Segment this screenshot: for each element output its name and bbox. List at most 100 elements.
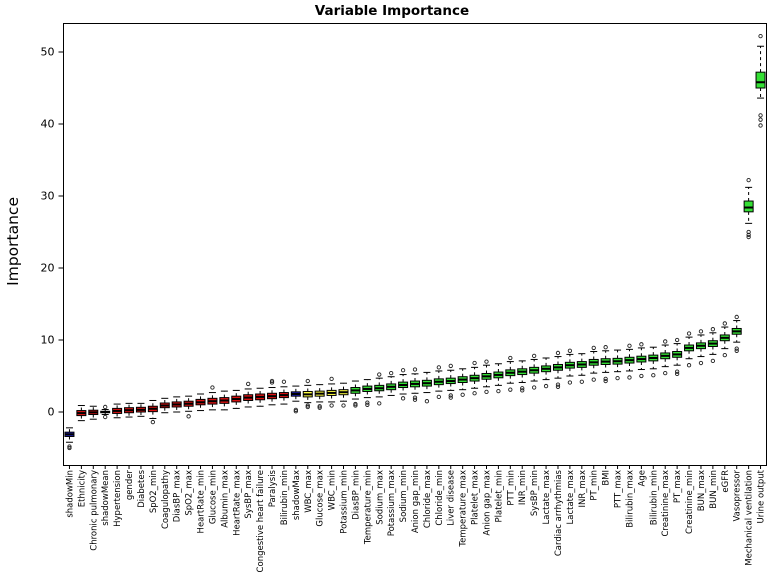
outlier-point [615, 376, 620, 381]
box-ethnicity: Ethnicity [76, 405, 87, 507]
x-category-label: DiasBP_max [173, 470, 183, 522]
x-category-label: gender [125, 470, 135, 501]
x-category-label: Liver disease [447, 470, 457, 526]
x-category-label: Potassium_min [340, 470, 350, 534]
outlier-point [353, 403, 358, 408]
box-congestive-heart-failure: Congestive heart failure [255, 387, 266, 572]
outlier-point [663, 370, 668, 376]
outlier-point [448, 363, 453, 369]
outlier-point [246, 381, 251, 387]
x-category-label: Bilirubin_max [625, 470, 635, 528]
y-tick-label: 0 [48, 406, 55, 419]
box-ptt_min: PTT_min [505, 355, 516, 506]
box-inr_max: INR_max [576, 353, 588, 508]
x-category-label: PTT_max [614, 470, 624, 508]
x-category-label: Ethnicity [77, 470, 87, 507]
outlier-point [627, 375, 632, 380]
x-category-label: PT_max [673, 470, 683, 503]
outlier-point [627, 343, 632, 348]
outlier-point [400, 396, 406, 401]
outlier-point [377, 401, 382, 406]
x-category-label: WBC_max [304, 470, 314, 513]
outlier-point [484, 389, 489, 394]
outlier-point [651, 373, 656, 378]
outlier-point [365, 400, 370, 405]
y-tick-label: 20 [41, 262, 55, 275]
box-diasbp_min: DiasBP_min [350, 380, 361, 520]
box-glucose_max: Glucose_max [314, 384, 326, 527]
outlier-point [722, 321, 727, 326]
box-potassium_min: Potassium_min [338, 382, 350, 534]
box-platelet_min: Platelet_min [493, 363, 504, 522]
outlier-point [674, 371, 680, 376]
x-category-label: shadowMin [65, 470, 75, 518]
outlier-point [436, 365, 441, 370]
iqr-box [743, 200, 754, 213]
outlier-point [329, 403, 334, 408]
outlier-point [746, 178, 751, 183]
x-category-label: Paralysis [268, 469, 278, 507]
box-bilirubin_min: Bilirubin_min [648, 346, 659, 525]
x-category-label: DiasBP_min [351, 470, 361, 520]
outlier-point [472, 391, 477, 396]
outlier-point [532, 385, 537, 390]
box-bun_min: BUN_min [707, 327, 719, 509]
x-category-label: SysBP_min [530, 470, 540, 516]
outlier-point [472, 360, 477, 366]
outlier-point [579, 379, 584, 384]
outlier-point [734, 314, 739, 320]
x-category-label: INR_max [578, 470, 588, 508]
x-category-label: Anion gap_max [482, 470, 492, 536]
outlier-point [412, 397, 418, 402]
outlier-point [317, 405, 322, 410]
box-bilirubin_min: Bilirubin_min [278, 379, 290, 525]
x-category-label: Anion gap_min [411, 470, 421, 533]
outlier-point [746, 229, 751, 235]
box-spo2_max: SpO2_max [183, 395, 195, 516]
box-creatinine_min: Creatinine_min [684, 331, 695, 534]
outlier-point [758, 34, 763, 39]
outlier-point [674, 337, 680, 343]
x-category-label: SpO2_min [149, 470, 159, 513]
outlier-point [341, 403, 346, 408]
x-category-label: Glucose_min [208, 470, 218, 524]
outlier-point [758, 117, 763, 122]
outlier-point [746, 234, 751, 240]
box-diabetes: Diabetes [135, 402, 147, 508]
outlier-point [591, 377, 596, 382]
y-axis-label: Importance [4, 197, 22, 286]
x-category-label: Chloride_max [423, 470, 433, 528]
x-category-label: Mechanical ventilation [745, 470, 755, 566]
box-shadowmin: shadowMin [64, 427, 75, 518]
outlier-point [698, 329, 704, 334]
outlier-point [520, 388, 525, 393]
outlier-point [103, 414, 108, 420]
y-tick-label: 40 [41, 118, 55, 131]
outlier-point [710, 327, 716, 332]
x-category-label: Chronic pulmonary [89, 470, 99, 551]
box-temperature_max: Temperature_max [457, 368, 469, 548]
x-category-label: INR_min [518, 470, 528, 505]
box-cardiac-arrhythmias: Cardiac arrhythmias [552, 350, 564, 556]
outlier-point [269, 378, 275, 384]
outlier-point [520, 386, 525, 391]
outlier-point [508, 387, 513, 392]
box-sysbp_min: SysBP_min [529, 353, 540, 516]
outlier-point [567, 380, 573, 385]
x-category-label: Vasopressor [733, 470, 743, 522]
outlier-point [269, 380, 275, 385]
box-wbc_max: WBC_max [302, 378, 314, 513]
x-category-label: Platelet_max [471, 470, 481, 525]
outlier-point [293, 407, 298, 412]
y-tick-label: 10 [41, 334, 55, 347]
x-category-label: Sodium_min [399, 470, 409, 522]
box-heartrate_max: HeartRate_max [231, 389, 242, 536]
x-category-label: PT_min [590, 470, 600, 501]
box-platelet_max: Platelet_max [469, 360, 481, 525]
x-category-label: Sodium_max [375, 470, 385, 525]
x-category-label: Potassium_max [387, 470, 397, 536]
outlier-point [686, 331, 692, 336]
x-category-label: Cardiac arrhythmias [554, 469, 564, 556]
box-lactate_max: Lactate_max [564, 348, 576, 525]
